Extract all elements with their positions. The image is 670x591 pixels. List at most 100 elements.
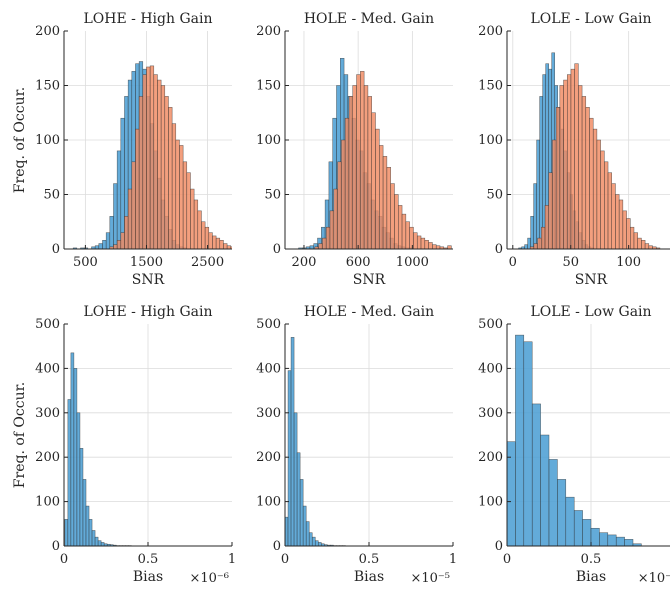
bar-orange [204, 226, 210, 249]
bar-blue [582, 519, 592, 546]
y-tick-label: 0 [52, 539, 60, 554]
y-tick-label: 300 [256, 406, 281, 421]
bar-orange [641, 240, 646, 249]
bar-blue [515, 334, 525, 546]
bar-orange [622, 210, 627, 249]
x-axis-label: Bias [354, 569, 384, 585]
bar-blue [290, 337, 295, 546]
x-axis-exponent: ×10⁻ [638, 571, 670, 586]
y-tick-label: 300 [35, 406, 60, 421]
bar-blue [523, 341, 533, 546]
bar-orange [223, 243, 228, 249]
bar-orange [544, 205, 549, 249]
chart-title: HOLE - Med. Gain [304, 304, 434, 320]
y-tick-label: 400 [35, 361, 60, 376]
bar-orange [356, 74, 361, 249]
bar-orange [325, 226, 331, 249]
bar-orange [208, 232, 213, 249]
y-tick-label: 100 [256, 495, 281, 510]
y-tick-label: 200 [256, 450, 281, 465]
bar-orange [219, 240, 224, 249]
bar-blue [72, 247, 78, 249]
bar-blue [632, 543, 642, 546]
bar-blue [530, 216, 534, 249]
chart-title: LOLE - Low Gain [530, 11, 651, 27]
bar-blue [607, 534, 617, 546]
bar-blue [116, 150, 122, 249]
bar-orange [618, 199, 624, 249]
bar-orange [541, 226, 546, 249]
bar-orange [589, 117, 594, 249]
chart-title: HOLE - Med. Gain [304, 11, 434, 27]
bar-blue [105, 232, 111, 249]
x-tick-label: 2500 [191, 255, 224, 270]
bar-orange [168, 107, 173, 249]
y-tick-label: 200 [478, 24, 503, 39]
y-tick-label: 100 [35, 133, 60, 148]
bar-orange [149, 65, 155, 249]
chart-panel-3: 0 50 100 150 200 0 50 100 LOLE - Low Gain SNR [478, 11, 670, 288]
y-tick-label: 0 [273, 242, 281, 257]
bar-orange [190, 188, 195, 249]
bar-blue [76, 412, 81, 546]
y-axis-label: Freq. of Occur. [12, 382, 28, 488]
bar-orange [559, 85, 564, 249]
bar-orange [390, 183, 395, 249]
bar-orange [127, 188, 133, 249]
bar-blue [539, 96, 543, 249]
bar-orange [537, 237, 542, 249]
x-tick-label: 0.5 [581, 552, 602, 567]
bar-blue [615, 536, 625, 546]
chart-title: LOLE - Low Gain [530, 304, 651, 320]
bar-blue [299, 479, 304, 546]
bar-blue [305, 521, 310, 546]
bar-orange [552, 139, 557, 249]
bars [507, 334, 642, 546]
bar-orange [555, 107, 561, 249]
x-axis-label: SNR [575, 272, 608, 288]
chart-panel-1: 0 50 100 150 200 500 1500 2500 LOHE - High Gain S… [12, 11, 232, 288]
y-tick-label: 0 [495, 242, 503, 257]
y-tick-label: 100 [35, 495, 60, 510]
y-tick-label: 400 [478, 361, 503, 376]
y-tick-label: 50 [486, 188, 503, 203]
bar-orange [637, 237, 642, 249]
bar-orange [201, 221, 206, 249]
bar-blue [548, 459, 558, 546]
bar-blue [287, 370, 292, 546]
bar-orange [197, 210, 202, 249]
bar-blue [97, 540, 102, 546]
bar-blue [624, 539, 634, 546]
y-tick-label: 100 [256, 133, 281, 148]
bar-orange [352, 85, 357, 249]
bar-orange [596, 139, 601, 249]
x-axis-label: Bias [133, 569, 163, 585]
bar-blue [91, 530, 96, 546]
bar-blue [109, 216, 114, 249]
bar-orange [578, 85, 583, 249]
chart-panel-6: 0 100 200 300 400 500 0 0.5 LOLE - Low Gain Bias ×… [478, 304, 670, 586]
bar-orange [175, 139, 180, 249]
x-axis-exponent: ×10⁻⁵ [410, 571, 450, 586]
chart-title: LOHE - High Gain [84, 304, 213, 320]
bar-orange [160, 85, 166, 249]
x-tick-label: 0 [60, 552, 68, 567]
x-axis-exponent: ×10⁻⁶ [189, 571, 229, 586]
bar-blue [533, 183, 537, 249]
bar-orange [615, 194, 620, 249]
bar-orange [193, 199, 199, 249]
x-tick-label: 50 [562, 255, 579, 270]
x-tick-label: 0 [503, 552, 511, 567]
x-tick-label: 0 [509, 255, 517, 270]
bar-orange [230, 246, 232, 249]
bar-orange [124, 216, 129, 249]
bar-blue [64, 519, 69, 546]
x-tick-label: 1500 [130, 255, 163, 270]
bar-blue [557, 479, 567, 546]
bar-blue [98, 243, 103, 249]
bar-orange [413, 232, 418, 249]
bar-orange [398, 205, 403, 249]
chart-title: LOHE - High Gain [84, 11, 213, 27]
bar-orange [401, 213, 407, 249]
